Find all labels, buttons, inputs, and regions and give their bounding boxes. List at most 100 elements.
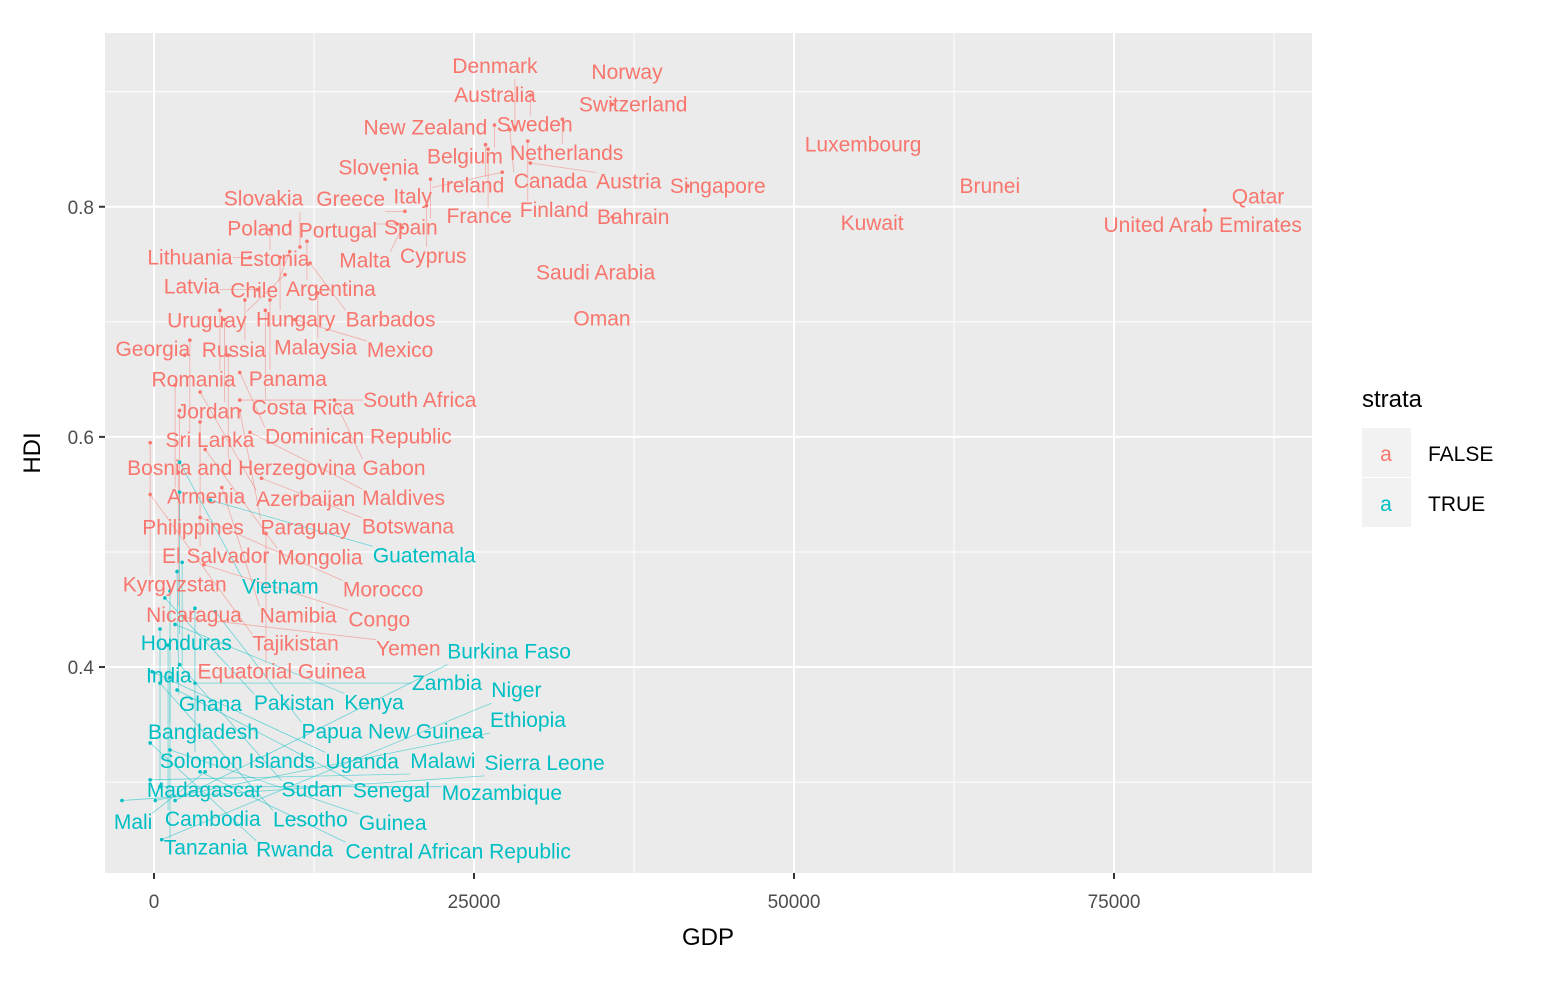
data-point-marker [177,490,182,494]
point-label: Armenia [167,485,246,508]
data-point-marker [298,245,302,249]
data-point-marker [158,681,162,685]
label-leader-line [149,494,253,635]
data-point-marker [182,353,187,357]
label-leader-line [179,664,282,781]
point-label: Niger [491,679,541,702]
point-label: Bangladesh [148,721,259,744]
point-label: Philippines [142,517,244,540]
data-point-marker [213,609,218,614]
point-label: Malta [339,249,391,272]
label-leader-line [176,571,180,695]
point-label: Greece [316,188,385,211]
point-label: Honduras [141,632,232,655]
data-point-marker [166,643,170,647]
label-leader-line [150,773,411,781]
label-leader-line [179,462,243,578]
x-tick-label: 0 [149,892,160,913]
label-leader-line [169,749,360,815]
data-point-marker [237,398,242,402]
point-label: Qatar [1232,185,1285,208]
point-label: Namibia [260,604,337,627]
point-label: Paraguay [261,517,351,540]
data-point-marker [148,741,152,745]
point-label: United Arab Emirates [1103,214,1301,237]
point-label: Nicaragua [146,604,242,627]
label-leader-line [246,274,286,312]
point-label: Lesotho [273,808,348,831]
point-label: Burkina Faso [447,641,571,664]
y-tick-label: 0.8 [68,198,94,219]
point-label: Botswana [362,516,455,539]
point-label: Belgium [427,146,503,169]
point-label: Lithuania [147,246,233,269]
data-point-marker [243,298,247,302]
point-label: Malaysia [274,337,357,360]
data-point-marker [1203,208,1207,213]
point-label: Congo [348,608,410,631]
label-leader-line [199,391,257,491]
data-point-marker [168,589,172,593]
point-label: Kyrgyzstan [123,573,227,596]
point-label: Sierra Leone [484,752,604,775]
point-label: Rwanda [256,839,333,862]
data-point-marker [500,170,504,175]
data-point-marker [148,440,152,445]
point-label: Sudan [282,779,343,802]
data-point-marker [237,408,242,413]
point-label: Malawi [410,750,475,773]
label-leader-lines [120,78,1207,843]
data-point-marker [528,161,533,165]
point-label: Sri Lanka [166,429,255,452]
data-point-marker [395,222,399,226]
point-label: Kuwait [841,212,904,235]
data-point-marker [278,255,282,260]
point-label: Mozambique [442,782,562,805]
label-leader-line [161,702,492,840]
y-axis-title: HDI [19,432,46,473]
data-point-marker [168,748,172,752]
data-point-marker [198,769,202,774]
data-point-marker [400,225,405,230]
plot-panel [105,33,1312,873]
point-label: Italy [393,186,432,209]
point-label: Bahrain [597,206,669,229]
point-label: Jordan [177,400,241,423]
point-label: Saudi Arabia [536,261,655,284]
data-point-marker [560,117,565,122]
point-label: Spain [384,217,438,240]
data-point-marker [248,255,252,260]
data-point-marker [203,447,207,452]
data-point-marker [508,127,512,132]
data-point-marker [403,209,407,214]
point-label: Panama [249,368,328,391]
data-point-marker [424,203,429,208]
label-leader-line [210,499,373,547]
data-point-marker [525,139,530,143]
label-leader-line [199,517,343,581]
point-label: Australia [454,84,536,107]
data-point-marker [226,353,231,357]
data-point-marker [305,239,309,244]
point-label: Mali [114,811,153,834]
label-leader-line [164,597,255,695]
data-point-marker [148,777,152,782]
label-leader-line [261,477,363,519]
data-point-marker [483,142,488,147]
data-point-marker [208,498,213,502]
point-label: Morocco [343,579,424,602]
point-label: Oman [573,307,630,330]
point-label: Sweden [497,113,573,136]
point-label: Finland [520,199,589,222]
data-point-marker [316,291,320,295]
label-leader-line [221,487,260,607]
data-point-marker [248,430,252,435]
data-point-marker [163,596,167,600]
data-point-marker [222,317,227,322]
data-point-marker [283,272,287,277]
point-label: El Salvador [162,545,269,568]
point-label: Luxembourg [805,134,922,157]
data-point-marker [168,675,172,680]
legend-key [1362,478,1411,527]
